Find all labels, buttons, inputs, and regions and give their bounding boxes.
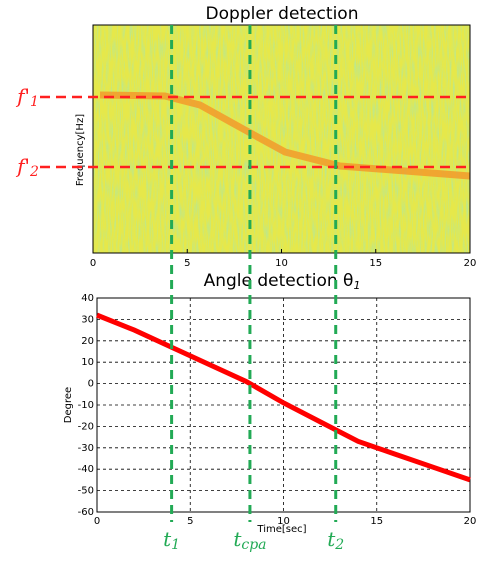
y-tick-label: 0 — [88, 379, 94, 390]
marker-label-sub: 1 — [171, 537, 180, 553]
x-tick-label: 10 — [277, 516, 290, 527]
marker-label: f'1 — [15, 84, 39, 111]
angle-line — [96, 312, 471, 483]
marker-label: t1 — [163, 527, 180, 554]
x-label: Time[sec] — [256, 524, 306, 535]
top-title: Doppler detection — [206, 4, 359, 24]
x-tick-label: 5 — [184, 258, 190, 269]
title-sub: 1 — [353, 279, 360, 292]
marker-label: t2 — [327, 527, 344, 554]
x-tick-label: 20 — [464, 258, 477, 269]
marker-label-sub: 2 — [29, 164, 39, 180]
y-tick-label: 10 — [81, 357, 94, 368]
marker-label-base: f' — [15, 154, 30, 178]
marker-label-sub: 1 — [30, 94, 39, 110]
x-tick-label: 20 — [464, 516, 477, 527]
top-y-label: Frequency[Hz] — [75, 114, 86, 186]
doppler-track — [99, 91, 471, 180]
y-tick-label: -30 — [78, 443, 94, 454]
marker-label: f'2 — [15, 154, 39, 181]
y-tick-label: -10 — [78, 400, 94, 411]
y-tick-label: -40 — [78, 464, 94, 475]
x-tick-label: 10 — [275, 258, 288, 269]
marker-label-sub: cpa — [241, 537, 266, 553]
marker-label-base: t — [233, 527, 242, 551]
y-label: Degree — [63, 387, 74, 423]
y-tick-label: -20 — [78, 421, 94, 432]
y-tick-label: 40 — [81, 293, 94, 304]
y-tick-label: -60 — [78, 507, 94, 518]
y-tick-label: -50 — [78, 486, 94, 497]
marker-label-base: f' — [15, 84, 30, 108]
y-tick-label: 30 — [81, 314, 94, 325]
marker-label-base: t — [327, 527, 336, 551]
marker-label-base: t — [163, 527, 172, 551]
x-tick-label: 5 — [187, 516, 193, 527]
title-text: Angle detection θ — [204, 271, 354, 291]
y-tick-label: 20 — [81, 336, 94, 347]
x-tick-label: 0 — [94, 516, 100, 527]
marker-label: tcpa — [233, 527, 266, 554]
bottom-title: Angle detection θ1 — [204, 271, 361, 292]
spectrogram-noise — [93, 25, 470, 253]
x-tick-label: 15 — [370, 516, 383, 527]
marker-label-sub: 2 — [334, 537, 344, 553]
x-tick-label: 15 — [369, 258, 382, 269]
x-tick-label: 0 — [90, 258, 96, 269]
